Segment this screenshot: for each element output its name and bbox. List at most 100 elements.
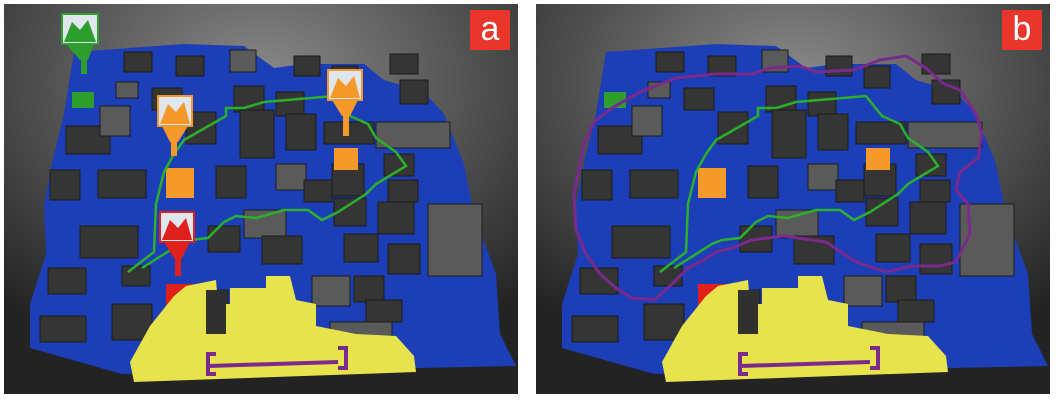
building-block [111,303,153,341]
building-block [738,290,758,334]
building-block [375,121,451,149]
building-block [261,235,303,265]
building-block [49,169,81,201]
building-block [115,81,139,99]
start-cell [72,92,94,108]
building-block [807,163,839,191]
building-block [863,65,891,89]
building-block [303,179,333,203]
building-block [389,53,419,75]
marker-body [66,44,94,60]
scene-panel-a: a [4,4,518,394]
building-block [707,55,737,77]
building-block [293,55,321,77]
green-marker-icon [61,13,99,74]
building-block [747,165,779,199]
building-block [835,179,865,203]
building-block [39,315,87,343]
spawn-bracket [206,346,348,376]
building-block [771,109,807,159]
marker-stem [343,114,349,136]
building-block [353,275,385,303]
building-block [611,225,671,259]
building-block [47,267,87,295]
marker-stem [171,140,177,156]
building-block [655,51,685,73]
building-block [817,113,849,151]
marker-body [164,242,190,258]
building-block [843,275,883,307]
building-block [285,113,317,151]
building-block [875,233,911,263]
scene-a-svg [4,4,518,394]
building-block [121,265,151,287]
green-path [659,94,940,273]
marker-peaks [162,218,192,240]
building-block [653,265,683,287]
building-block [206,290,226,334]
building-block [909,201,947,235]
orange-marker-icon [327,69,363,136]
building-block [597,125,643,155]
scene-panel-b: b [536,4,1050,394]
building-block [239,109,275,159]
building-block [807,91,837,117]
building-block [275,91,305,117]
goal-cell [166,168,194,198]
building-block [427,203,483,277]
building-block [921,53,951,75]
building-block [907,121,983,149]
building-block [97,169,147,199]
building-block [915,153,947,177]
marker-peaks [64,20,96,42]
building-block [275,163,307,191]
building-block [207,225,241,253]
marker-peaks [330,76,360,98]
building-block [399,79,429,105]
building-block [383,153,415,177]
marker-stem [81,58,87,74]
building-block [717,111,749,145]
goal-cell [334,148,358,170]
building-block [631,105,663,137]
goal-cell [698,168,726,198]
orange-marker-icon [157,95,193,156]
building-block [311,275,351,307]
red-marker-icon [159,211,195,276]
marker-stem [175,256,181,276]
panel-label-a: a [470,10,510,50]
building-block [579,267,619,295]
building-block [387,179,419,203]
building-block [229,49,257,73]
building-block [643,303,685,341]
spawn-bracket [738,346,880,376]
marker-body [162,126,188,142]
purple-outline [572,54,984,302]
building-block [825,55,853,77]
building-block [65,125,111,155]
building-block [581,169,613,201]
panel-label-b: b [1002,10,1042,50]
marker-body [332,100,358,116]
building-block [343,233,379,263]
goal-cell [866,148,890,170]
building-block [919,243,953,275]
building-block [175,55,205,77]
scene-b-svg [536,4,1050,394]
building-block [919,179,951,203]
building-block [387,243,421,275]
green-path [127,94,408,273]
building-block [365,299,403,323]
building-block [571,315,619,343]
building-block [629,169,679,199]
building-block [897,299,935,323]
building-block [79,225,139,259]
marker-peaks [160,102,190,124]
building-block [215,165,247,199]
building-block [123,51,153,73]
building-block [683,87,715,111]
building-block [99,105,131,137]
building-block [855,121,907,145]
building-block [885,275,917,303]
building-block [377,201,415,235]
